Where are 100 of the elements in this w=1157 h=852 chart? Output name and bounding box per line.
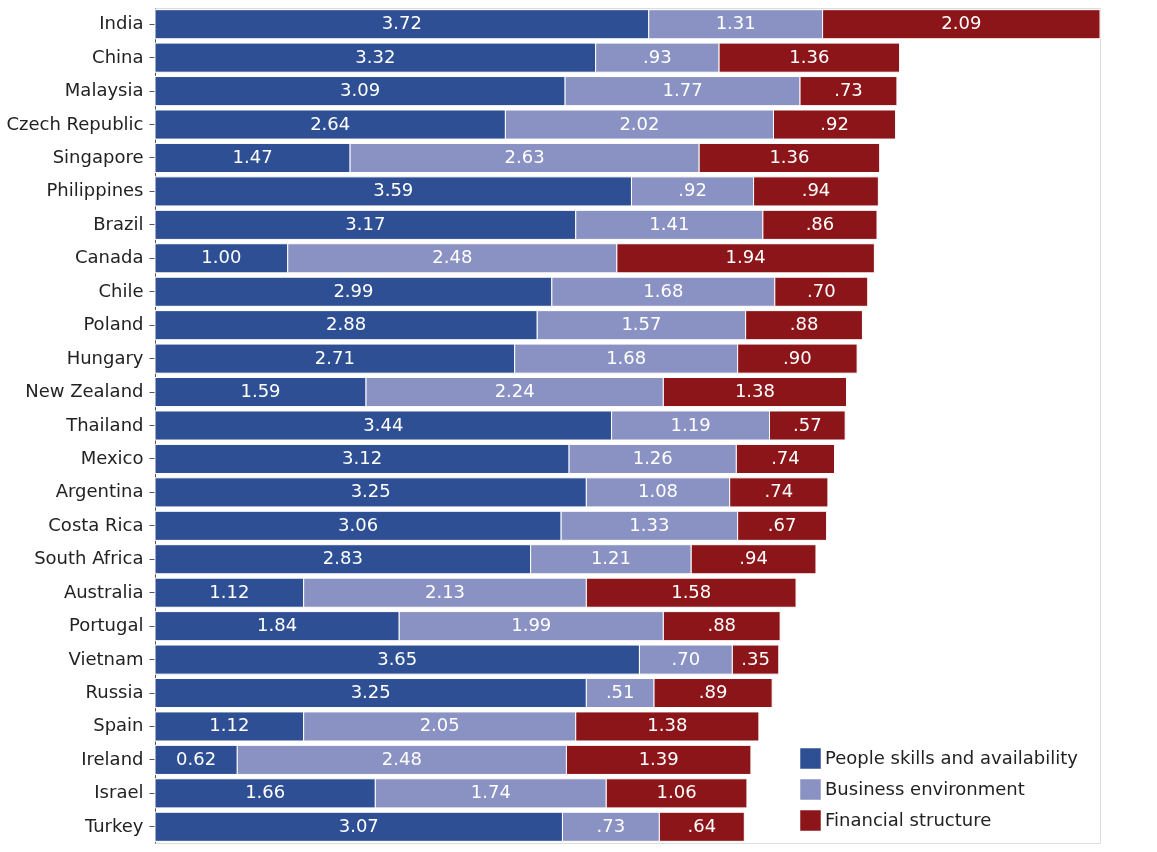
data-label: .67: [767, 513, 797, 535]
legend-label: People skills and availability: [825, 746, 1079, 768]
y-tick-label: Russia: [85, 681, 144, 703]
legend-label: Business environment: [825, 777, 1025, 799]
data-label: 3.25: [350, 681, 391, 703]
data-label: 3.25: [350, 480, 391, 502]
data-label: 1.00: [201, 246, 242, 268]
data-label: .90: [783, 346, 812, 368]
data-label: .51: [605, 681, 635, 703]
data-label: 1.19: [670, 413, 711, 435]
data-label: .92: [678, 179, 707, 201]
y-tick-label: New Zealand: [25, 380, 144, 402]
y-tick-label: Argentina: [55, 480, 144, 502]
data-label: .89: [698, 681, 728, 703]
data-label: 3.65: [377, 647, 418, 669]
data-label: 1.33: [629, 513, 670, 535]
data-label: 2.09: [941, 12, 982, 34]
data-label: .73: [596, 814, 626, 836]
data-label: .88: [789, 313, 819, 335]
y-tick-label: Mexico: [80, 446, 144, 468]
data-label: .74: [764, 480, 794, 502]
y-tick-label: Ireland: [81, 747, 144, 769]
y-tick-label: Turkey: [83, 814, 144, 836]
data-label: 2.64: [310, 112, 351, 134]
data-label: .57: [793, 413, 822, 435]
data-label: .94: [739, 547, 768, 569]
data-label: 3.07: [338, 814, 379, 836]
data-label: 3.59: [373, 179, 414, 201]
data-label: 2.99: [333, 279, 374, 301]
data-label: 1.58: [671, 580, 712, 602]
y-tick-label: Philippines: [46, 179, 144, 201]
y-tick-label: Malaysia: [64, 79, 144, 101]
data-label: 2.48: [381, 747, 422, 769]
data-label: 1.26: [632, 446, 673, 468]
data-label: 2.63: [504, 145, 545, 167]
data-label: .74: [771, 446, 800, 468]
y-tick-label: Poland: [83, 313, 144, 335]
y-tick-label: Singapore: [52, 145, 144, 167]
data-label: 1.68: [643, 279, 684, 301]
y-tick-label: Thailand: [65, 413, 144, 435]
data-label: 2.83: [322, 547, 363, 569]
data-label: .73: [834, 79, 863, 101]
data-label: 3.32: [355, 45, 396, 67]
y-tick-label: Costa Rica: [48, 513, 144, 535]
data-label: 1.74: [470, 781, 511, 803]
data-label: .70: [671, 647, 701, 669]
y-tick-label: Australia: [63, 580, 144, 602]
data-label: 3.06: [338, 513, 379, 535]
data-label: 1.77: [662, 79, 703, 101]
data-label: 2.13: [424, 580, 466, 602]
y-tick-label: China: [92, 45, 144, 67]
data-label: 0.62: [176, 747, 217, 769]
y-tick-label: India: [99, 12, 144, 34]
y-tick-label: Israel: [94, 781, 144, 803]
data-label: .86: [805, 212, 835, 234]
data-label: 1.38: [647, 714, 688, 736]
y-tick-label: Brazil: [93, 212, 144, 234]
data-label: 2.05: [419, 714, 460, 736]
y-tick-label: Spain: [93, 714, 144, 736]
data-label: .64: [687, 814, 717, 836]
data-label: 3.12: [342, 446, 383, 468]
y-tick-label: Hungary: [66, 346, 144, 368]
data-label: 1.36: [789, 45, 830, 67]
data-label: 3.17: [345, 212, 386, 234]
data-label: 1.68: [606, 346, 647, 368]
y-tick-label: Portugal: [68, 614, 144, 636]
y-tick-label: Vietnam: [68, 647, 144, 669]
data-label: 1.94: [725, 246, 766, 268]
data-label: 2.24: [494, 380, 535, 402]
legend-label: Financial structure: [825, 808, 992, 830]
data-label: 3.09: [340, 79, 381, 101]
y-tick-label: Chile: [98, 279, 144, 301]
data-label: 1.12: [209, 714, 250, 736]
data-label: .94: [801, 179, 831, 201]
data-label: 1.66: [245, 781, 286, 803]
data-label: 2.71: [314, 346, 355, 368]
data-label: 1.06: [656, 781, 697, 803]
y-tick-label: Czech Republic: [6, 112, 144, 134]
data-label: 1.38: [734, 380, 775, 402]
data-label: 1.39: [638, 747, 679, 769]
data-label: 1.57: [621, 313, 662, 335]
data-label: 1.36: [769, 145, 810, 167]
data-label: 2.02: [619, 112, 660, 134]
data-label: .70: [806, 279, 836, 301]
data-label: 1.99: [511, 614, 552, 636]
data-label: 3.72: [381, 12, 422, 34]
data-label: .93: [643, 45, 672, 67]
data-label: 1.59: [240, 380, 281, 402]
y-tick-label: South Africa: [34, 547, 144, 569]
data-label: 1.31: [715, 12, 756, 34]
data-label: 1.84: [257, 614, 298, 636]
data-label: 2.88: [326, 313, 367, 335]
data-label: 2.48: [432, 246, 473, 268]
data-label: 1.47: [232, 145, 273, 167]
data-label: 3.44: [363, 413, 404, 435]
data-label: .35: [741, 647, 770, 669]
data-label: 1.12: [209, 580, 250, 602]
data-label: 1.21: [590, 547, 631, 569]
data-label: .88: [707, 614, 737, 636]
data-label: 1.08: [637, 480, 679, 502]
